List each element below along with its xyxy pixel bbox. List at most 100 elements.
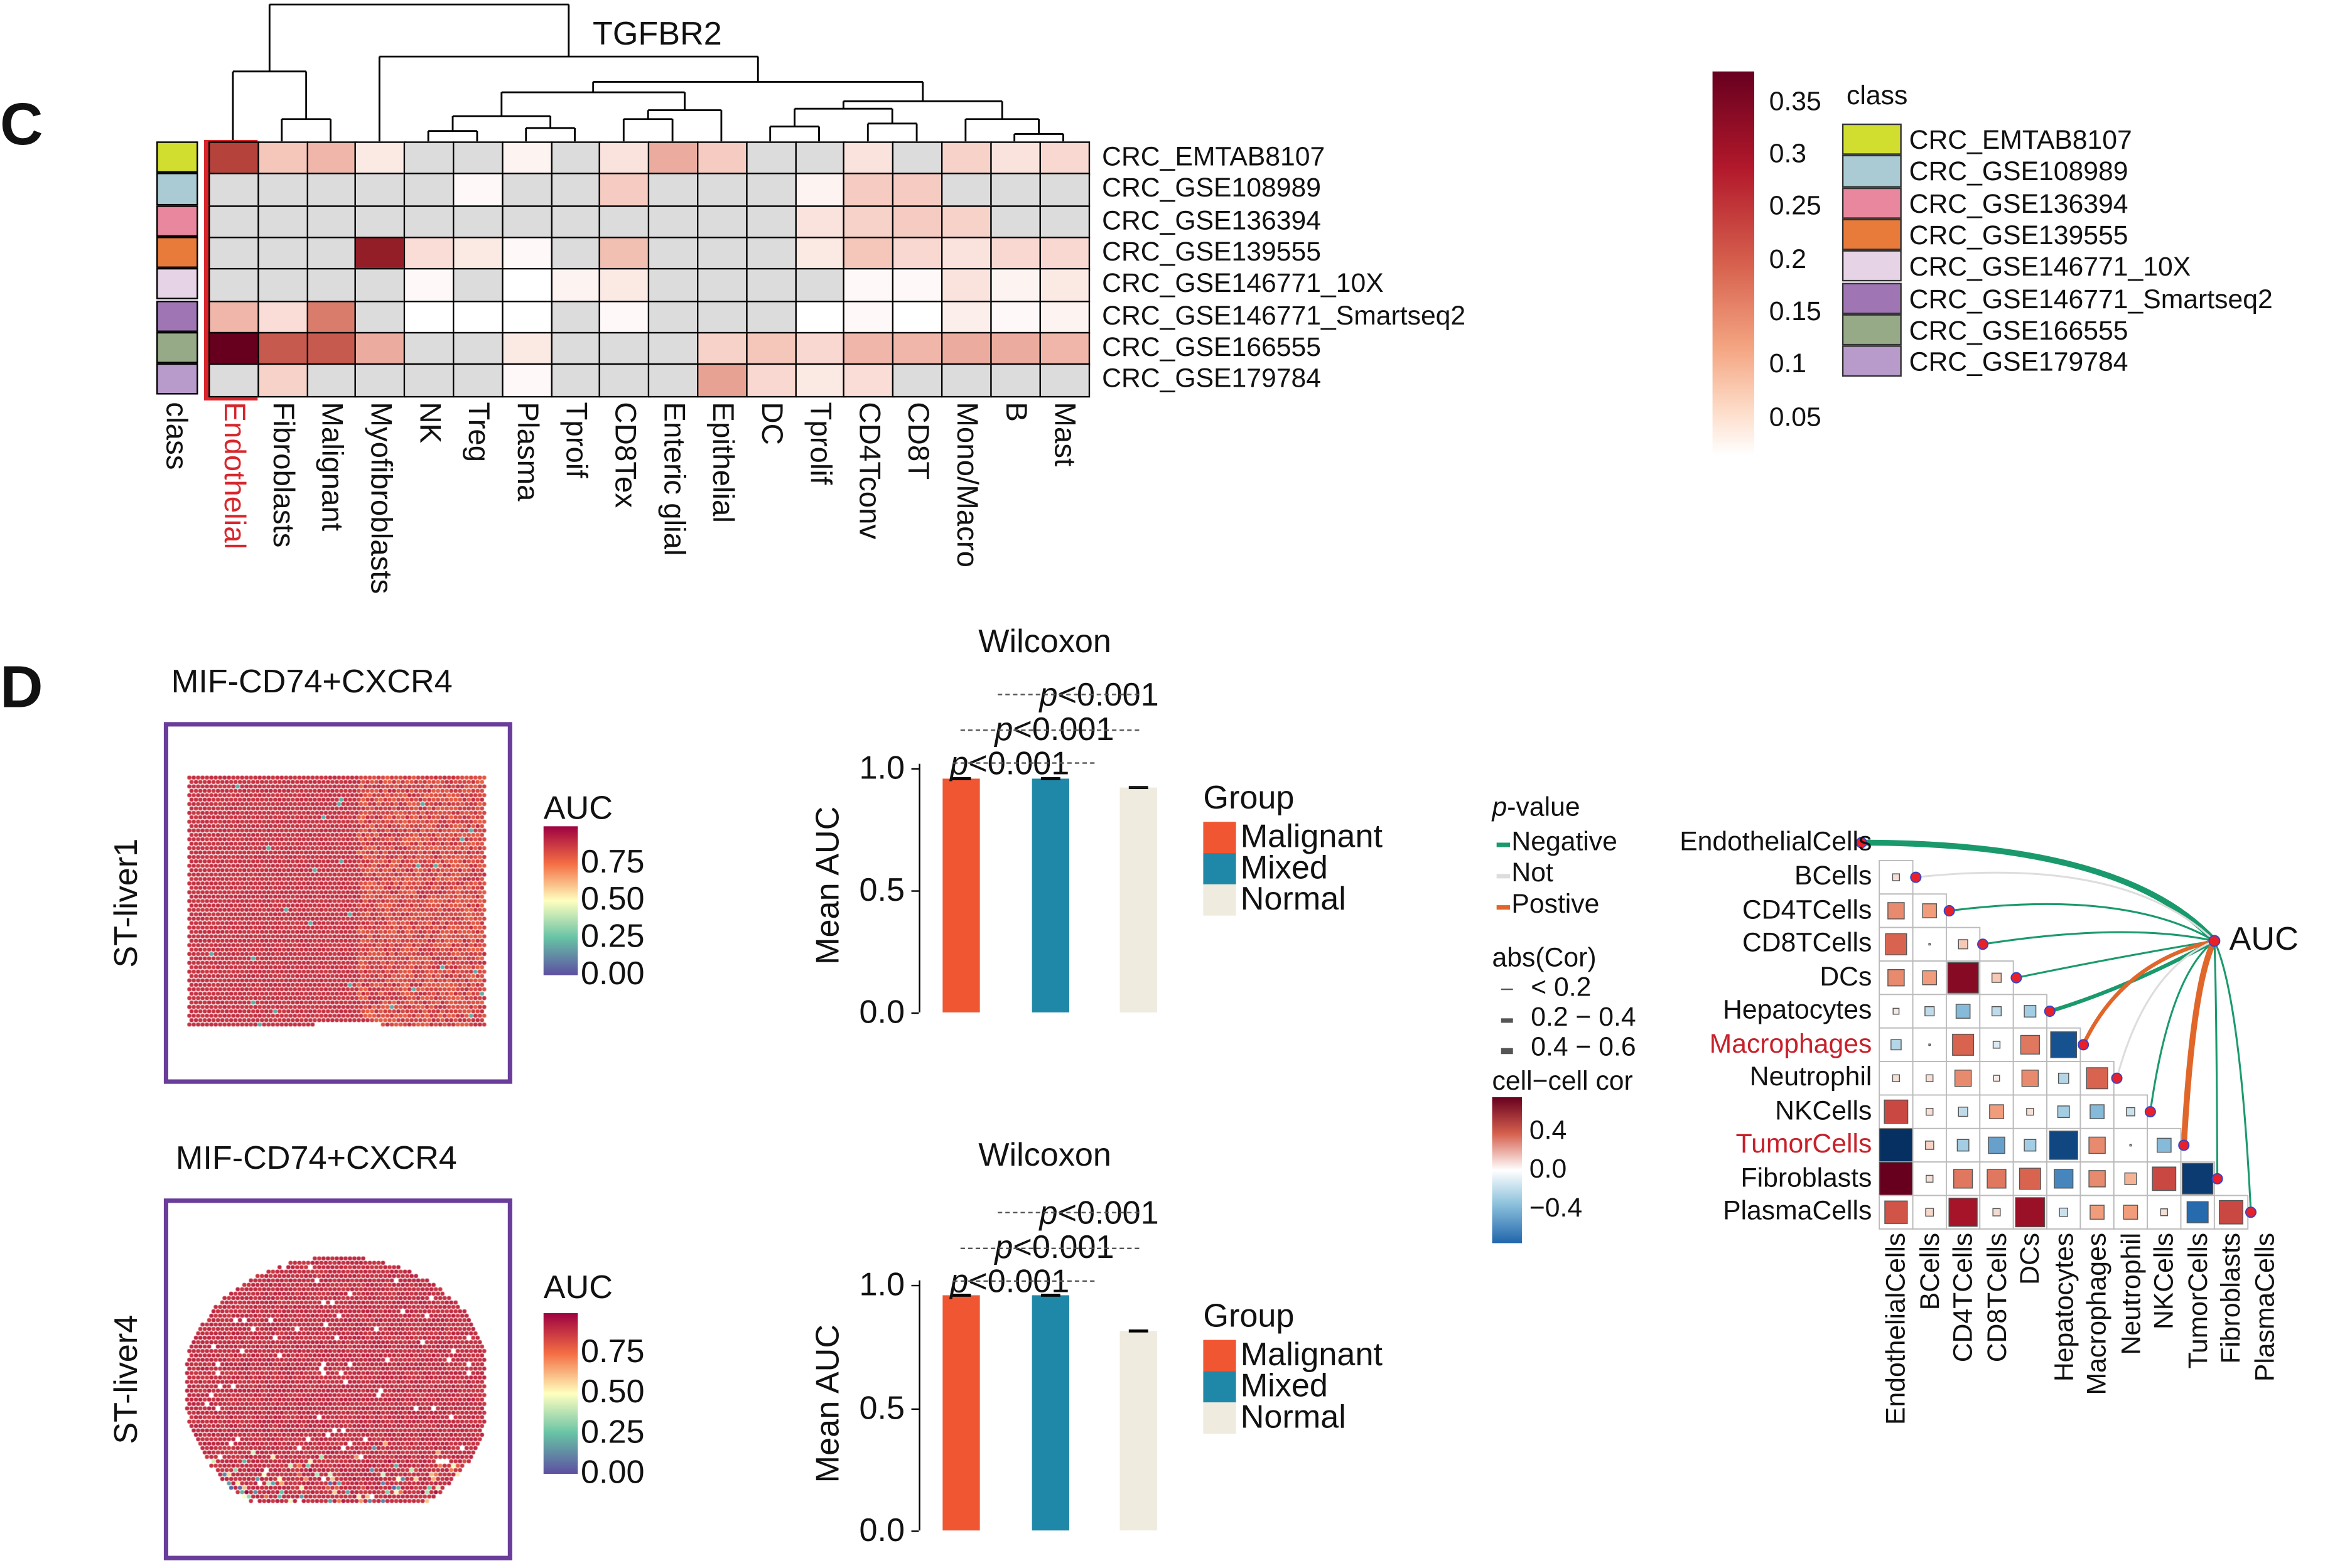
- heatmap-cell: [843, 141, 895, 176]
- heatmap-cell: [892, 205, 944, 239]
- spatial-plot-frame: [163, 722, 512, 1084]
- correlation-square: [1956, 1139, 1970, 1152]
- heatmap-cell: [306, 236, 357, 271]
- cell-type-node: [2010, 972, 2022, 984]
- heatmap-cell: [648, 173, 699, 207]
- expression-colorbar: [1712, 71, 1754, 456]
- column-label: B: [998, 402, 1032, 422]
- column-label-cd8tcells: CD8TCells: [1981, 1232, 2012, 1363]
- heatmap-cell: [501, 173, 553, 207]
- group-legend-swatch: [1203, 822, 1236, 854]
- heatmap-cell: [550, 205, 601, 239]
- bar-chart-title: Wilcoxon: [978, 1136, 1111, 1173]
- colorbar-tick-label: 0.3: [1769, 138, 1807, 169]
- heatmap-cell: [257, 205, 309, 239]
- correlation-square: [2126, 1107, 2135, 1117]
- heatmap-cell: [550, 299, 601, 334]
- heatmap-cell: [892, 268, 944, 303]
- correlation-square: [2054, 1169, 2074, 1189]
- column-label: Malignant: [315, 402, 348, 532]
- cellcor-tick-label: 0.4: [1529, 1115, 1567, 1145]
- heatmap-cell: [599, 299, 650, 334]
- class-legend-swatch: [1842, 186, 1902, 219]
- row-label-dcs: DCs: [1820, 961, 1872, 992]
- column-label: Tprolif: [803, 402, 836, 485]
- heatmap-cell: [941, 268, 993, 303]
- heatmap-cell: [697, 363, 748, 398]
- heatmap-cell: [941, 205, 993, 239]
- heatmap-cell: [550, 236, 601, 271]
- heatmap-cell: [550, 268, 601, 303]
- group-legend-label: Malignant: [1240, 817, 1383, 855]
- y-tick-label: 0.0: [859, 1511, 905, 1549]
- class-legend-swatch: [1842, 123, 1902, 156]
- group-legend-title: Group: [1203, 778, 1295, 816]
- panel-c-letter: C: [0, 92, 43, 158]
- heatmap-cell: [599, 331, 650, 366]
- auc-link: [2213, 940, 2219, 1179]
- bar-mixed: [1032, 778, 1069, 1012]
- auc-node: [2208, 935, 2221, 947]
- y-tick: [911, 768, 919, 770]
- heatmap-cell: [208, 299, 260, 334]
- class-legend-label: CRC_GSE136394: [1909, 188, 2128, 218]
- heatmap-cell: [697, 331, 748, 366]
- heatmap-cell: [355, 205, 406, 239]
- auc-link: [2116, 940, 2215, 1079]
- correlation-square: [1890, 1039, 1902, 1051]
- heatmap-cell: [892, 299, 944, 334]
- column-label: Epithelial: [706, 402, 739, 523]
- heatmap-cell: [843, 205, 895, 239]
- correlation-square: [2086, 1067, 2108, 1090]
- heatmap-cell: [941, 236, 993, 271]
- auc-link: [2149, 940, 2215, 1112]
- class-swatch: [156, 363, 198, 395]
- colorbar-tick-label: 0.2: [1769, 244, 1807, 274]
- class-legend-label: CRC_GSE166555: [1909, 315, 2128, 345]
- correlation-square: [1989, 1104, 2004, 1119]
- pvalue-label: p<0.001: [995, 1228, 1114, 1266]
- cell-type-node: [2211, 1173, 2223, 1184]
- column-label: Myofibroblasts: [364, 402, 397, 594]
- heatmap-cell: [990, 236, 1042, 271]
- auc-link: [1861, 839, 2217, 943]
- abscor-legend-label: 0.2 − 0.4: [1531, 1002, 1636, 1032]
- heatmap-cell: [697, 268, 748, 303]
- spatial-title: MIF-CD74+CXCR4: [171, 662, 453, 700]
- heatmap-cell: [794, 268, 846, 303]
- y-tick-label: 1.0: [859, 1265, 905, 1303]
- gene-title: TGFBR2: [592, 14, 722, 53]
- heatmap-cell: [843, 299, 895, 334]
- heatmap-cell: [404, 236, 455, 271]
- class-axis-label: class: [159, 402, 192, 470]
- bar-normal: [1119, 787, 1157, 1012]
- heatmap-cell: [990, 299, 1042, 334]
- correlation-square: [1884, 1200, 1908, 1224]
- heatmap-cell: [599, 205, 650, 239]
- group-legend-label: Normal: [1240, 1398, 1346, 1436]
- heatmap-cell: [550, 141, 601, 176]
- correlation-square: [2090, 1205, 2105, 1220]
- heatmap-cell: [794, 363, 846, 398]
- group-legend-swatch: [1203, 1371, 1236, 1403]
- heatmap-cell: [501, 268, 553, 303]
- heatmap-cell: [306, 363, 357, 398]
- correlation-square: [1879, 1128, 1913, 1163]
- colorbar-tick-label: 0.1: [1769, 348, 1807, 379]
- heatmap-cell: [892, 141, 944, 176]
- column-dendrogram: [232, 3, 1064, 142]
- column-label: CD4Tconv: [852, 402, 885, 540]
- heatmap-cell: [1038, 173, 1090, 207]
- heatmap-cell: [453, 363, 504, 398]
- correlation-square: [1922, 970, 1938, 985]
- abscor-swatch: [1501, 1048, 1513, 1055]
- heatmap-cell: [453, 331, 504, 366]
- heatmap-cell: [208, 141, 260, 176]
- column-label: Treg: [461, 402, 495, 463]
- heatmap-cell: [355, 141, 406, 176]
- y-tick-label: 0.5: [859, 871, 905, 908]
- y-tick-label: 0.0: [859, 992, 905, 1031]
- correlation-square: [2124, 1172, 2137, 1185]
- heatmap-cell: [745, 268, 797, 303]
- bar-malignant: [942, 1294, 980, 1531]
